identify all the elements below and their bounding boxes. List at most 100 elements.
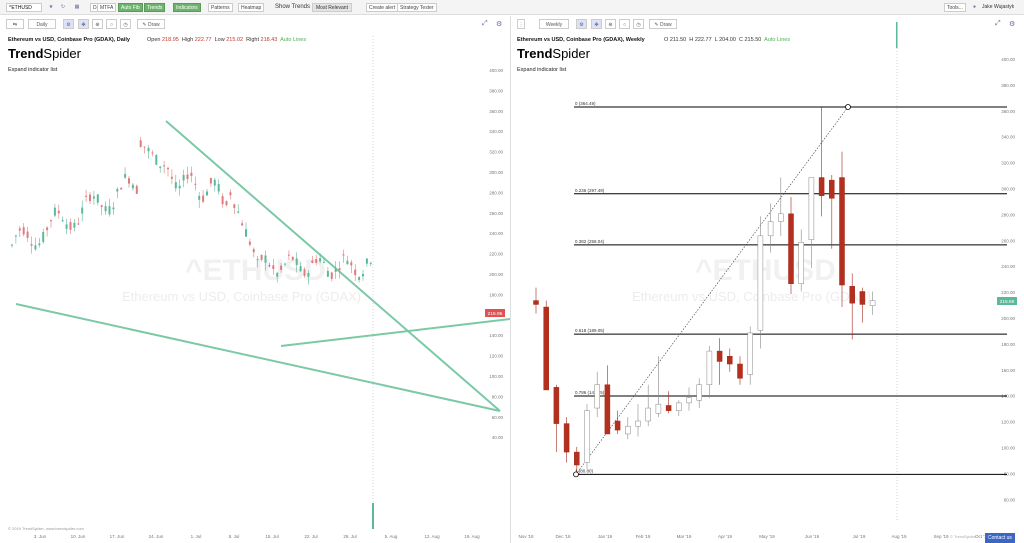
candle-body <box>18 228 21 231</box>
settings-icon[interactable]: ⚙ <box>63 19 74 29</box>
right-ohlc-readout: O 211.50 H 222.77 L 204.00 C 215.50 Auto… <box>664 37 791 43</box>
right-chart-canvas[interactable]: 400.00 380.00 360.00 340.00 320.00 300.00 280.… <box>512 16 1024 543</box>
x-tick-label: 17. Jun <box>110 534 125 539</box>
chart-settings-icon[interactable]: ⚙ <box>1009 21 1016 28</box>
y-tick-label: 260.00 <box>1001 238 1015 243</box>
left-interval-select[interactable]: Daily <box>28 19 56 29</box>
candle-body <box>34 245 37 250</box>
candle-body <box>264 255 267 263</box>
relevance-select[interactable]: Most Relevant <box>312 3 352 12</box>
candle-body <box>696 384 702 401</box>
magnet-icon[interactable]: ⊛ <box>605 19 616 29</box>
candle-body <box>135 185 138 194</box>
candle-body <box>112 207 115 210</box>
candle-body <box>124 174 127 178</box>
auto-fib-button[interactable]: Auto Fib <box>118 3 143 12</box>
crosshair-icon[interactable]: ✥ <box>78 19 89 29</box>
candle-body <box>170 176 173 179</box>
trendspider-logo: TrendSpider <box>517 46 590 61</box>
left-watermark-sub: Ethereum vs USD, Coinbase Pro (GDAX) <box>122 289 362 304</box>
expand-icon[interactable]: ⤢ <box>482 20 488 27</box>
circle-icon[interactable]: ○ <box>106 19 117 29</box>
draw-button[interactable]: ✎ Draw <box>649 19 677 29</box>
candle-body <box>73 222 76 228</box>
patterns-button[interactable]: Patterns <box>208 3 233 12</box>
candle-body <box>77 223 80 225</box>
clock-icon[interactable]: ◷ <box>633 19 644 29</box>
expand-icon[interactable]: ⤢ <box>995 20 1001 27</box>
refresh-icon[interactable]: ↻ <box>60 4 66 10</box>
candle-body <box>61 220 64 222</box>
candle-body <box>42 231 45 242</box>
candle-body <box>533 300 539 305</box>
volume-bar <box>896 22 898 48</box>
expand-indicator-list[interactable]: Expand indicator list <box>517 67 567 73</box>
candle-body <box>252 249 255 253</box>
candle-body <box>829 179 835 199</box>
contact-us-button[interactable]: Contact us <box>985 533 1015 543</box>
x-tick-label: Dec '18 <box>555 534 571 539</box>
left-chart-canvas[interactable]: 400.00 380.00 360.00 340.00 320.00 300.00 280.… <box>0 16 511 543</box>
y-tick-label: 360.00 <box>489 109 503 114</box>
y-tick-label: 360.00 <box>1001 109 1015 114</box>
trends-button[interactable]: Trends <box>144 3 166 12</box>
candle-body <box>307 272 310 277</box>
candle-body <box>50 220 52 222</box>
candle-body <box>334 268 337 272</box>
star-icon[interactable]: ★ <box>48 4 54 10</box>
price-tag-label: 215.59 <box>1000 299 1015 305</box>
crosshair-icon[interactable]: ✥ <box>591 19 602 29</box>
user-icon[interactable]: ● <box>973 4 977 10</box>
candle-body <box>81 207 84 214</box>
y-tick-label: 400.00 <box>1001 57 1015 62</box>
fib-level-label: 0.382 (258.04) <box>575 239 605 244</box>
fib-anchor-line <box>575 106 849 475</box>
mtfa-button[interactable]: MTFA <box>97 3 117 12</box>
candle-body <box>330 272 333 279</box>
y-tick-label: 140.00 <box>489 333 503 338</box>
x-tick-label: 15. Jul <box>265 534 278 539</box>
tools-button[interactable]: Tools... <box>944 3 966 12</box>
x-tick-label: 5. Aug <box>385 534 398 539</box>
trendspider-logo: TrendSpider <box>8 46 81 61</box>
clock-icon[interactable]: ◷ <box>120 19 131 29</box>
chart-settings-icon[interactable]: ⚙ <box>496 21 503 28</box>
y-tick-label: 140.00 <box>1001 394 1015 399</box>
candle-body <box>859 291 866 305</box>
y-tick-label: 80.00 <box>1004 471 1016 476</box>
candle-body <box>209 177 212 184</box>
x-tick-label: 24. Jun <box>149 534 164 539</box>
candle-body <box>295 258 298 266</box>
strategy-tester-button[interactable]: Strategy Tester <box>397 3 437 12</box>
x-tick-label: Jan '19 <box>598 534 613 539</box>
layout-icon[interactable]: ⋮ <box>517 19 525 29</box>
settings-icon[interactable]: ⚙ <box>576 19 587 29</box>
candle-body <box>89 194 91 202</box>
grid-layout-icon[interactable]: ▦ <box>74 4 80 10</box>
expand-indicator-list[interactable]: Expand indicator list <box>8 67 58 73</box>
right-interval-select[interactable]: Weekly <box>539 19 569 29</box>
candle-body <box>186 174 189 179</box>
y-tick-label: 100.00 <box>489 374 503 379</box>
magnet-icon[interactable]: ⊛ <box>92 19 103 29</box>
x-tick-label: 12. Aug <box>424 534 440 539</box>
candle-body <box>229 192 232 196</box>
heatmap-button[interactable]: Heatmap <box>238 3 265 12</box>
circle-icon[interactable]: ○ <box>619 19 630 29</box>
y-tick-label: 260.00 <box>489 211 503 216</box>
create-alert-button[interactable]: Create alert <box>366 3 399 12</box>
pencil-icon: ✎ <box>654 22 659 28</box>
layout-icon[interactable]: ⇆ <box>6 19 24 29</box>
candle-body <box>315 259 318 263</box>
x-tick-label: 19. Aug <box>464 534 480 539</box>
user-name[interactable]: Jake Wujastyk <box>982 4 1015 10</box>
x-tick-label: 3. Jun <box>34 534 47 539</box>
x-tick-label: Apr '19 <box>718 534 733 539</box>
draw-button[interactable]: ✎ Draw <box>137 19 165 29</box>
left-ohlc-readout: Open 218.95 High 222.77 Low 215.02 Right… <box>147 37 307 43</box>
indicators-button[interactable]: Indicators <box>173 3 201 12</box>
fib-level-label: 1 (80.80) <box>575 468 594 473</box>
candle-body <box>96 194 99 203</box>
symbol-input[interactable]: ^ETHUSD <box>6 3 42 12</box>
y-tick-label: 180.00 <box>489 292 503 297</box>
